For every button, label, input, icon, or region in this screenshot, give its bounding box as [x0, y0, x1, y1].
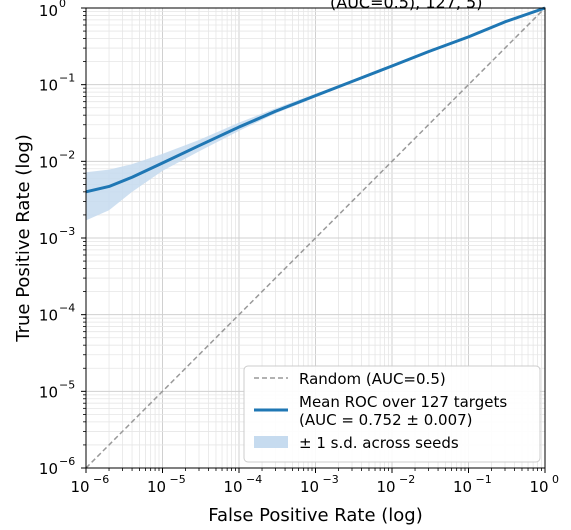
random-diagonal-line	[85, 7, 546, 469]
y-tick-exponent: −4	[59, 302, 75, 315]
y-tick-exponent: −5	[59, 378, 75, 391]
series-lines	[85, 6, 546, 469]
legend: Random (AUC=0.5) Mean ROC over 127 targe…	[243, 365, 541, 463]
x-tick-label: 10	[300, 478, 319, 496]
x-tick-exponent: −6	[93, 473, 109, 486]
legend-band-label: ± 1 s.d. across seeds	[299, 434, 459, 452]
y-tick-label: 10	[39, 77, 58, 95]
y-tick-label: 10	[39, 307, 58, 325]
y-tick-label: 10	[39, 153, 58, 171]
y-tick-exponent: −2	[59, 148, 75, 161]
y-axis-title: True Positive Rate (log)	[13, 134, 34, 343]
chart-title-partial: (AUC=0.5), 127, 5)	[330, 0, 482, 12]
y-tick-label: 10	[39, 383, 58, 401]
x-axis-title: False Positive Rate (log)	[208, 505, 423, 526]
legend-box	[243, 365, 541, 463]
x-tick-label: 10	[147, 478, 166, 496]
x-tick-label: 10	[453, 478, 472, 496]
x-tick-exponent: −5	[170, 473, 186, 486]
legend-band-swatch	[254, 436, 288, 448]
x-tick-label: 10	[70, 478, 89, 496]
y-tick-exponent: 0	[59, 0, 66, 10]
x-tick-label: 10	[223, 478, 242, 496]
y-tick-exponent: −3	[59, 225, 75, 238]
y-tick-exponent: −6	[59, 455, 75, 468]
x-tick-exponent: −1	[476, 473, 492, 486]
x-tick-exponent: 0	[552, 473, 559, 486]
legend-mean-auc-label: (AUC = 0.752 ± 0.007)	[299, 411, 473, 429]
x-tick-exponent: −3	[323, 473, 339, 486]
x-axis-ticks: 10 −6 10 −5 10 −4 10 −3 10 −2 10 −1 10 0	[70, 468, 559, 496]
x-tick-exponent: −2	[399, 473, 415, 486]
x-tick-label: 10	[529, 478, 548, 496]
mean-roc-line	[85, 6, 546, 194]
y-tick-label: 10	[39, 2, 58, 20]
x-tick-exponent: −4	[246, 473, 262, 486]
y-tick-exponent: −1	[59, 72, 75, 85]
y-tick-label: 10	[39, 460, 58, 478]
legend-random-label: Random (AUC=0.5)	[299, 370, 446, 388]
x-tick-label: 10	[376, 478, 395, 496]
legend-mean-label: Mean ROC over 127 targets	[299, 393, 507, 411]
y-tick-label: 10	[39, 230, 58, 248]
